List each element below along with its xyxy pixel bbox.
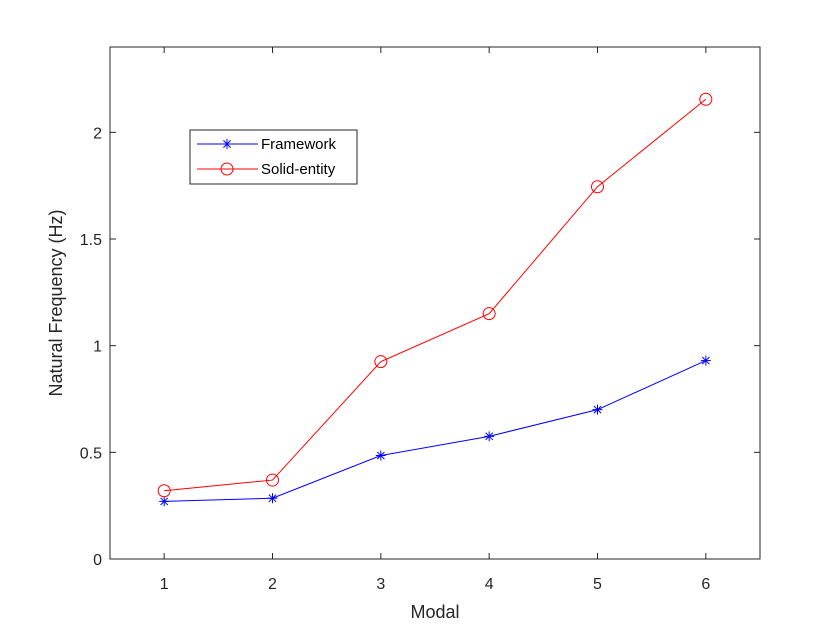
series-solid-entity — [157, 92, 713, 498]
legend-label: Framework — [261, 136, 337, 153]
data-point-solid-entity — [157, 484, 171, 498]
x-axis-label: Modal — [410, 602, 459, 622]
data-point-solid-entity — [591, 180, 604, 194]
legend-marker — [222, 139, 232, 149]
x-tick-label: 3 — [376, 576, 385, 593]
data-point-solid-entity — [266, 473, 279, 487]
legend-box — [189, 129, 358, 185]
series-line-solid-entity — [164, 98, 707, 492]
data-point-framework — [592, 404, 603, 415]
x-tick-label: 4 — [485, 576, 494, 593]
series-line-framework — [164, 360, 707, 502]
data-point-solid-entity — [374, 355, 388, 369]
data-point-framework — [484, 431, 495, 442]
x-tick-label: 5 — [593, 576, 602, 593]
x-axis-ticks: 1 2 3 4 5 6 — [160, 47, 710, 593]
legend: Framework Solid-entity — [189, 129, 358, 185]
legend-label: Solid-entity — [261, 161, 336, 178]
y-tick-label: 0 — [93, 552, 102, 569]
x-tick-label: 1 — [160, 576, 169, 593]
legend-entry-solid-entity: Solid-entity — [197, 161, 336, 178]
data-point-solid-entity — [482, 307, 496, 321]
y-tick-label: 1.5 — [80, 232, 102, 249]
y-axis-ticks: 0 0.5 1 1.5 2 — [80, 125, 760, 569]
data-point-framework — [159, 496, 170, 507]
plot-area — [109, 46, 761, 560]
legend-entry-framework: Framework — [197, 136, 337, 153]
y-tick-label: 1 — [93, 339, 102, 356]
x-tick-label: 6 — [701, 576, 710, 593]
y-axis-label: Natural Frequency (Hz) — [46, 209, 66, 396]
data-point-framework — [267, 493, 278, 504]
y-tick-label: 0.5 — [80, 445, 102, 462]
series-framework — [159, 355, 711, 507]
series-layer — [157, 92, 713, 507]
x-tick-label: 2 — [268, 576, 277, 593]
data-point-solid-entity — [699, 92, 713, 106]
legend-marker — [220, 162, 234, 176]
data-point-framework — [375, 450, 386, 461]
y-tick-label: 2 — [93, 125, 102, 142]
data-point-framework — [700, 355, 711, 366]
